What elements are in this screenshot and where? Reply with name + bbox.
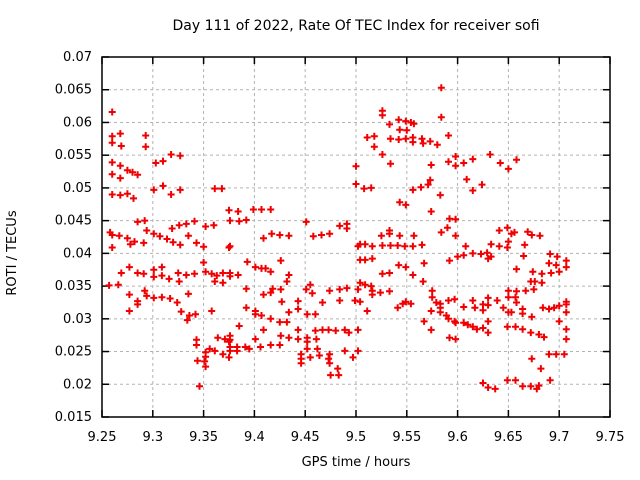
- y-tick-label: 0.065: [55, 83, 92, 98]
- y-tick-label: 0.02: [63, 377, 92, 392]
- y-tick-label: 0.015: [55, 410, 92, 425]
- x-tick-label: 9.75: [596, 430, 625, 445]
- scatter-plus-markers: [105, 84, 570, 393]
- x-tick-label: 9.6: [447, 430, 468, 445]
- x-tick-label: 9.55: [392, 430, 421, 445]
- tick-layer: [101, 56, 611, 418]
- y-tick-label: 0.03: [63, 312, 92, 327]
- grid-layer: [101, 56, 611, 418]
- x-tick-label: 9.65: [494, 430, 523, 445]
- y-tick-label: 0.055: [55, 148, 92, 163]
- y-tick-label: 0.035: [55, 279, 92, 294]
- tick-label-layer: 9.25 9.3 9.35 9.4 9.45 9.5 9.55 9.6 9.65 9.7 9.75 0…: [55, 50, 625, 445]
- y-tick-label: 0.07: [63, 50, 92, 65]
- x-tick-label: 9.4: [244, 430, 265, 445]
- y-tick-label: 0.045: [55, 214, 92, 229]
- y-axis-label: ROTI / TECUs: [5, 210, 20, 295]
- x-tick-label: 9.45: [291, 430, 320, 445]
- x-axis-label: GPS time / hours: [302, 455, 411, 470]
- y-tick-label: 0.025: [55, 345, 92, 360]
- chart-title: Day 111 of 2022, Rate Of TEC Index for r…: [172, 18, 539, 34]
- y-tick-label: 0.06: [63, 115, 92, 130]
- x-tick-label: 9.7: [549, 430, 570, 445]
- y-tick-label: 0.04: [63, 246, 92, 261]
- data-points-layer: [105, 84, 570, 393]
- x-tick-label: 9.35: [189, 430, 218, 445]
- x-tick-label: 9.25: [88, 430, 117, 445]
- x-tick-label: 9.5: [346, 430, 367, 445]
- x-tick-label: 9.3: [142, 430, 163, 445]
- y-tick-label: 0.05: [63, 181, 92, 196]
